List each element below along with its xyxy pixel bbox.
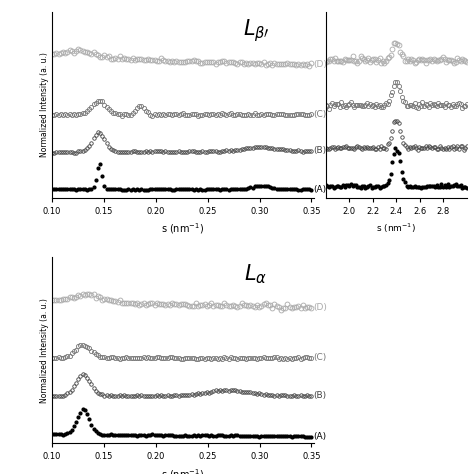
- Text: (B): (B): [313, 146, 327, 155]
- Text: (A): (A): [313, 432, 327, 441]
- X-axis label: s (nm$^{-1}$): s (nm$^{-1}$): [161, 467, 204, 474]
- Y-axis label: Normalized Intensity (a. u.): Normalized Intensity (a. u.): [40, 52, 49, 157]
- Text: $L_{\beta\prime}$: $L_{\beta\prime}$: [243, 18, 269, 44]
- Text: (B): (B): [313, 391, 327, 400]
- Y-axis label: Normalized Intensity (a. u.): Normalized Intensity (a. u.): [40, 298, 49, 403]
- X-axis label: s (nm$^{-1}$): s (nm$^{-1}$): [376, 221, 416, 235]
- Text: (A): (A): [313, 185, 327, 194]
- Text: (C): (C): [313, 353, 327, 362]
- Text: (D): (D): [313, 303, 328, 312]
- Text: (C): (C): [313, 110, 327, 119]
- Text: $L_{\alpha}$: $L_{\alpha}$: [245, 263, 267, 286]
- Text: (D): (D): [313, 60, 328, 69]
- X-axis label: s (nm$^{-1}$): s (nm$^{-1}$): [161, 221, 204, 236]
